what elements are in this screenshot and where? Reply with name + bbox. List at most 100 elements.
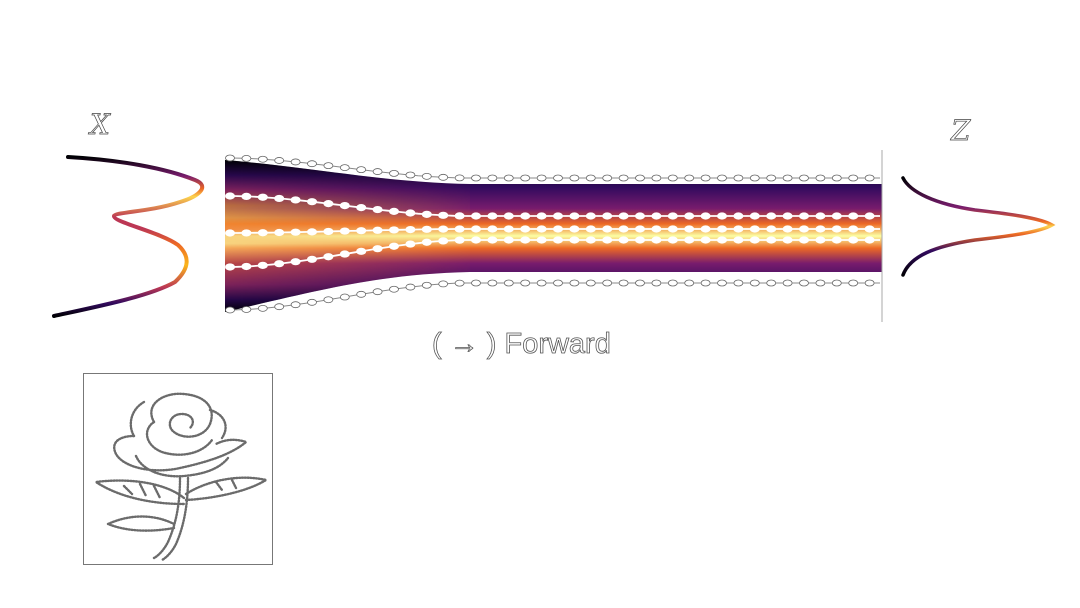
trajectory-point: [356, 247, 367, 255]
source-density-curve: [52, 155, 205, 318]
trajectory-point: [749, 225, 760, 233]
trajectory-point: [864, 225, 875, 233]
trajectory-point: [356, 227, 367, 235]
trajectory-point: [602, 212, 613, 220]
trajectory-point: [667, 174, 678, 182]
trajectory-point: [225, 192, 235, 200]
trajectory-point: [831, 174, 842, 182]
trajectory-point: [635, 236, 645, 244]
trajectory-point: [241, 306, 252, 313]
trajectory-point: [864, 212, 875, 220]
trajectory-point: [290, 301, 301, 309]
trajectory-point: [536, 236, 547, 244]
trajectory-point: [618, 236, 629, 244]
trajectory-point: [520, 212, 531, 220]
trajectory-point: [241, 262, 252, 271]
trajectory-point: [585, 236, 596, 244]
density-band: [225, 160, 882, 312]
trajectory-point: [553, 174, 563, 182]
trajectory-point: [635, 225, 645, 233]
trajectory-point: [356, 166, 367, 174]
trajectory-point: [356, 204, 367, 212]
trajectory-point: [503, 225, 514, 233]
trajectory-point: [602, 236, 613, 244]
trajectory-point: [290, 196, 301, 204]
trajectory-point: [471, 225, 481, 233]
trajectory-point: [815, 174, 826, 182]
trajectory-point: [405, 225, 416, 234]
trajectory-group: [225, 154, 880, 314]
trajectory-point: [421, 225, 432, 233]
trajectory-point: [766, 174, 777, 182]
trajectory-point: [241, 192, 252, 200]
trajectory-point: [471, 174, 481, 182]
trajectory-point: [700, 225, 711, 233]
trajectory-point: [749, 279, 760, 287]
trajectory-point: [274, 157, 285, 164]
trajectory-point: [553, 236, 563, 244]
trajectory-point: [684, 212, 695, 220]
trajectory-point: [815, 236, 826, 244]
trajectory-point: [766, 225, 777, 233]
trajectory-point: [339, 227, 350, 235]
trajectory-point: [766, 236, 777, 244]
trajectory-point: [520, 236, 531, 244]
trajectory-point: [733, 236, 744, 244]
trajectory-point: [684, 279, 695, 287]
trajectory-point: [782, 236, 793, 244]
trajectory-point: [717, 225, 727, 233]
trajectory-point: [290, 158, 301, 166]
trajectory-point: [799, 212, 809, 220]
trajectory-point: [438, 173, 449, 181]
trajectory-point: [717, 279, 727, 287]
trajectory-point: [274, 228, 285, 237]
trajectory-point: [815, 212, 826, 220]
trajectory-point: [339, 293, 350, 301]
trajectory-point: [372, 245, 383, 253]
trajectory-point: [635, 279, 645, 287]
trajectory-point: [339, 164, 350, 172]
trajectory-point: [684, 236, 695, 244]
trajectory-point: [700, 279, 711, 287]
direction-caption: ( → ) Forward: [432, 328, 612, 361]
trajectory-point: [405, 209, 416, 217]
trajectory-point: [635, 174, 645, 182]
trajectory-point: [569, 279, 580, 287]
trajectory-point: [536, 279, 547, 287]
trajectory-point: [503, 212, 514, 220]
trajectory-point: [864, 236, 875, 244]
trajectory-point: [733, 174, 744, 182]
trajectory-point: [667, 279, 678, 287]
trajectory-point: [454, 174, 465, 182]
trajectory-point: [733, 279, 744, 287]
trajectory-point: [307, 298, 317, 306]
trajectory-point: [569, 225, 580, 233]
trajectory-point: [487, 212, 498, 220]
trajectory-point: [389, 242, 399, 250]
trajectory-point: [618, 212, 629, 220]
trajectory-point: [667, 225, 678, 233]
trajectory-point: [831, 279, 842, 287]
trajectory-point: [257, 193, 268, 201]
trajectory-point: [372, 226, 383, 234]
trajectory-point: [733, 212, 744, 220]
trajectory-point: [307, 228, 317, 236]
trajectory-point: [389, 169, 399, 177]
trajectory-point: [438, 280, 449, 288]
trajectory-point: [520, 225, 531, 233]
source-variable-label: X: [90, 108, 111, 142]
trajectory-point: [257, 229, 268, 237]
trajectory-point: [471, 279, 481, 287]
trajectory-point: [782, 279, 793, 287]
trajectory-point: [799, 225, 809, 233]
target-variable-label: Z: [951, 114, 971, 148]
trajectory-point: [257, 155, 268, 163]
trajectory-point: [782, 174, 793, 182]
trajectory-point: [225, 306, 235, 314]
trajectory-point: [864, 279, 875, 287]
trajectory-point: [323, 227, 334, 236]
trajectory-point: [389, 226, 399, 234]
rose-sketch-icon: [94, 392, 268, 562]
trajectory-point: [323, 296, 334, 304]
